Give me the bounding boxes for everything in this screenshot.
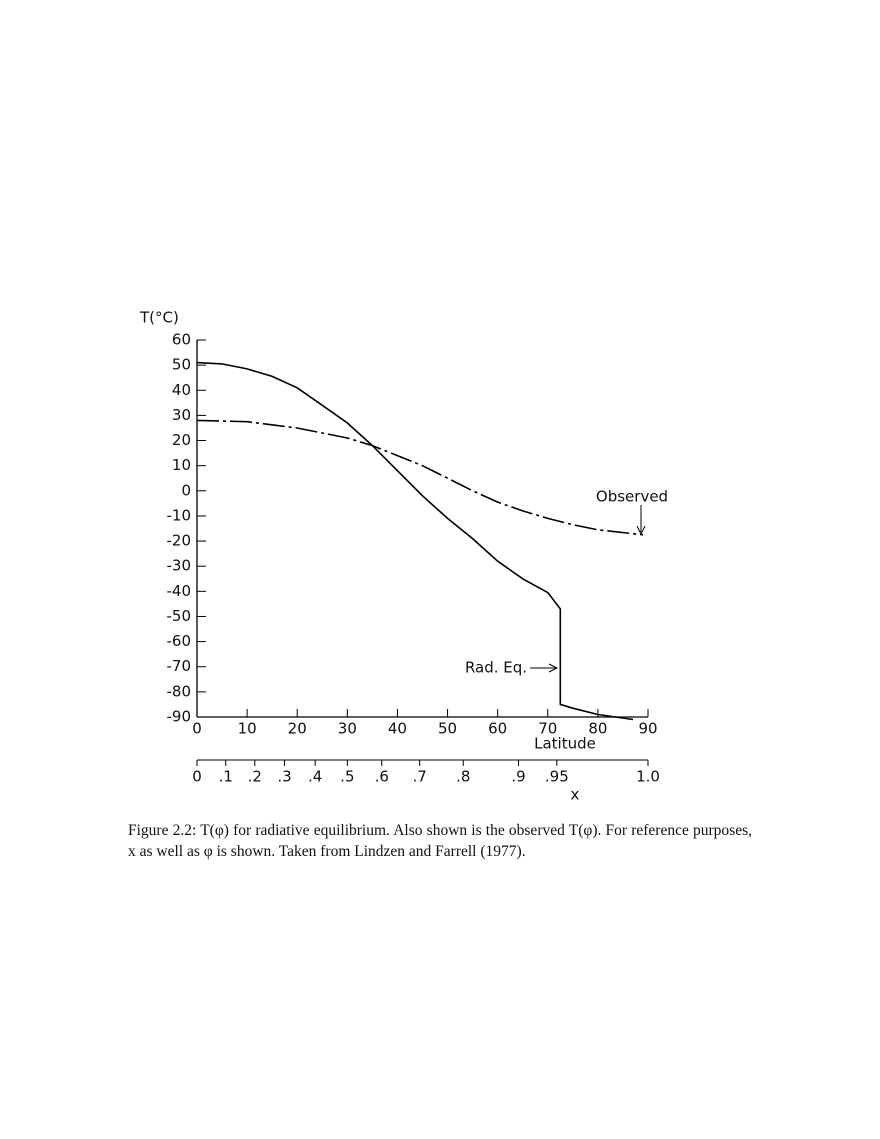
- y-tick-label: 60: [172, 331, 191, 349]
- y-tick-label: 0: [181, 481, 191, 499]
- x2-tick-label: .1: [219, 768, 233, 786]
- x-axis-label: Latitude: [534, 735, 596, 753]
- series-line: [196, 419, 644, 536]
- x2-tick-label: .8: [456, 768, 470, 786]
- arrow-head: [548, 663, 559, 673]
- x2-tick-label: .5: [340, 768, 354, 786]
- y-tick-label: -80: [167, 682, 192, 700]
- chart: T(°C) Latitude x Observed Rad. Eq. -90 -8…: [139, 309, 668, 804]
- x2-tick-label: .6: [375, 768, 389, 786]
- x-tick-label: 60: [488, 720, 507, 738]
- x2-tick-label: .3: [277, 768, 291, 786]
- y-tick-label: -60: [167, 632, 192, 650]
- annotation: Observed: [596, 488, 668, 506]
- x2-tick-label: 1.0: [636, 768, 660, 786]
- caption: Figure 2.2: T(φ) for radiative equilibri…: [128, 822, 752, 860]
- y-tick-label: -50: [167, 607, 192, 625]
- x-tick-label: 0: [192, 720, 202, 738]
- y-axis-label: T(°C): [139, 309, 179, 327]
- annotation: Rad. Eq.: [465, 659, 527, 677]
- x-tick-label: 70: [538, 720, 557, 738]
- x-tick-label: 50: [438, 720, 457, 738]
- y-tick-label: -70: [167, 657, 192, 675]
- y-tick-label: 30: [172, 406, 191, 424]
- x-tick-label: 20: [288, 720, 307, 738]
- x2-axis-label: x: [571, 786, 580, 804]
- x2-tick-label: .4: [308, 768, 322, 786]
- x2-tick-label: .95: [545, 768, 569, 786]
- y-tick-label: -10: [167, 506, 192, 524]
- y-tick-label: 40: [172, 381, 191, 399]
- series-line: [196, 361, 634, 721]
- y-tick-label: -90: [167, 708, 192, 726]
- x-tick-label: 10: [238, 720, 257, 738]
- x2-tick-label: .7: [412, 768, 426, 786]
- x-tick-label: 40: [388, 720, 407, 738]
- y-tick-label: -40: [167, 582, 192, 600]
- x2-tick-label: .9: [511, 768, 525, 786]
- y-tick-label: 20: [172, 431, 191, 449]
- y-tick-label: 50: [172, 356, 191, 374]
- y-tick-label: -20: [167, 532, 192, 550]
- y-tick-label: 10: [172, 456, 191, 474]
- x-tick-label: 30: [338, 720, 357, 738]
- x-tick-label: 90: [638, 720, 657, 738]
- x2-tick-label: .2: [248, 768, 262, 786]
- x-tick-label: 80: [588, 720, 607, 738]
- x2-tick-label: 0: [192, 768, 202, 786]
- y-tick-label: -30: [167, 557, 192, 575]
